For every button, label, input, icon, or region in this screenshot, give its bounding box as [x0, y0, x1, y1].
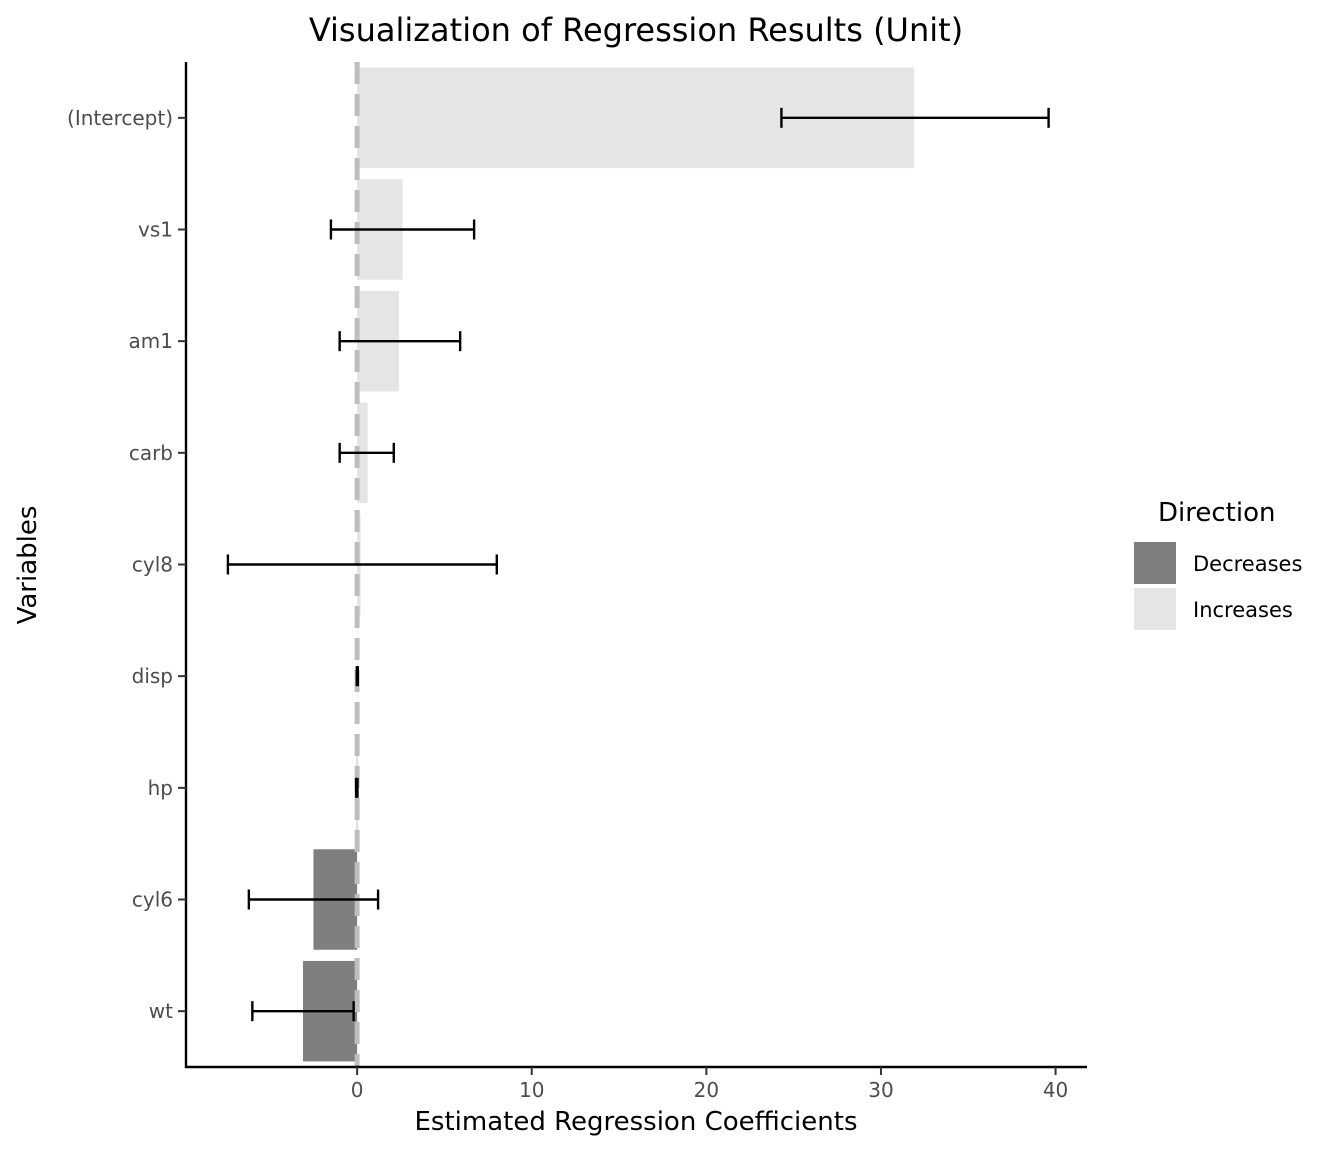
y-axis-title: Variables: [13, 506, 43, 625]
y-tick-label-cyl8: cyl8: [132, 553, 173, 577]
legend-label-decreases: Decreases: [1193, 552, 1302, 576]
legend-key-increases: [1134, 588, 1176, 630]
y-tick-label-disp: disp: [132, 664, 173, 688]
y-tick-label-cyl6: cyl6: [132, 888, 173, 912]
error-bar-cyl8: [226, 554, 499, 575]
x-tick-label-0: 0: [351, 1078, 364, 1102]
x-tick-label-30: 30: [868, 1078, 893, 1102]
plot-area: (Intercept) vs1 am1 carb cyl8 disp hp cyl6 wt 0 10…: [67, 62, 1087, 1102]
error-bar-(Intercept): [780, 107, 1050, 128]
error-bar-am1: [338, 331, 462, 352]
error-bar-carb: [338, 442, 395, 463]
x-tick-label-10: 10: [519, 1078, 544, 1102]
y-tick-label-(Intercept): (Intercept): [67, 106, 173, 130]
error-bar-disp: [355, 666, 360, 687]
x-tick-label-20: 20: [694, 1078, 719, 1102]
error-bar-vs1: [329, 219, 476, 240]
legend-title: Direction: [1158, 498, 1275, 528]
y-tick-label-wt: wt: [149, 999, 173, 1023]
y-tick-label-hp: hp: [148, 776, 173, 800]
error-bar-wt: [251, 1001, 355, 1022]
legend-key-decreases: [1134, 542, 1176, 584]
x-axis-title: Estimated Regression Coefficients: [414, 1107, 857, 1137]
error-bar-hp: [354, 777, 359, 798]
chart-title: Visualization of Regression Results (Uni…: [309, 11, 963, 49]
x-tick-label-40: 40: [1043, 1078, 1068, 1102]
y-tick-label-vs1: vs1: [138, 218, 173, 242]
legend: Direction Decreases Increases: [1134, 498, 1302, 630]
error-bar-cyl6: [247, 889, 380, 910]
y-tick-label-carb: carb: [129, 441, 173, 465]
y-tick-label-am1: am1: [129, 329, 173, 353]
legend-label-increases: Increases: [1193, 598, 1293, 622]
